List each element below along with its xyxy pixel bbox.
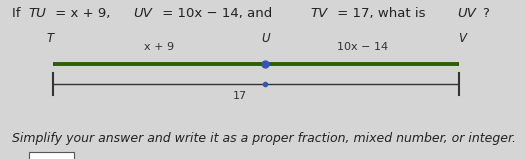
Text: T: T	[46, 32, 54, 45]
Text: ?: ?	[482, 7, 489, 20]
Text: 10x − 14: 10x − 14	[337, 42, 388, 52]
Text: = 10x − 14, and: = 10x − 14, and	[158, 7, 276, 20]
Text: TU: TU	[28, 7, 46, 20]
Text: UV: UV	[457, 7, 476, 20]
Text: U: U	[261, 32, 269, 45]
Text: If: If	[12, 7, 24, 20]
Text: TV: TV	[310, 7, 328, 20]
Text: V: V	[458, 32, 466, 45]
Text: 17: 17	[233, 91, 247, 101]
Text: = 17, what is: = 17, what is	[333, 7, 429, 20]
Text: x + 9: x + 9	[144, 42, 174, 52]
Text: UV: UV	[133, 7, 152, 20]
FancyBboxPatch shape	[29, 152, 74, 159]
Text: = x + 9,: = x + 9,	[51, 7, 114, 20]
Text: Simplify your answer and write it as a proper fraction, mixed number, or integer: Simplify your answer and write it as a p…	[12, 132, 516, 145]
